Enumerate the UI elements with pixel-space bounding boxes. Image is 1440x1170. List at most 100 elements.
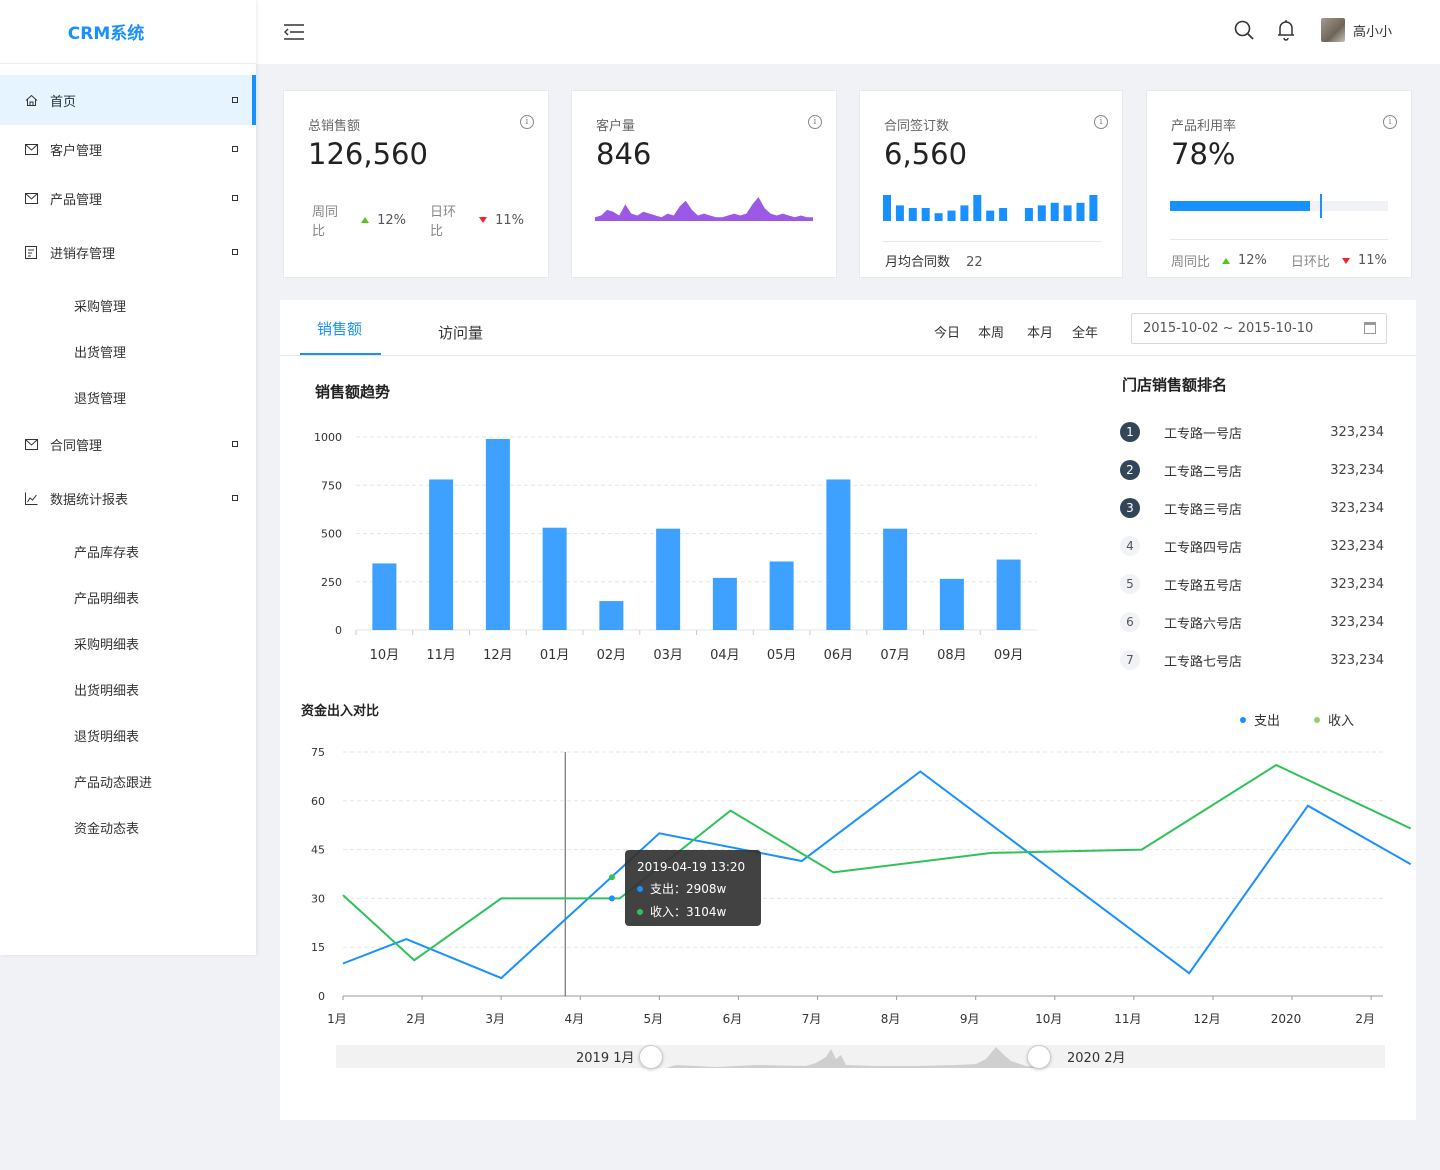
y-tick-label: 0	[335, 624, 342, 637]
sidebar-item-label: 进销存管理	[50, 246, 116, 262]
tab-visits[interactable]: 访问量	[438, 324, 484, 342]
footer-label: 月均合同数	[885, 255, 951, 270]
divider	[1170, 239, 1388, 240]
sidebar-item-label: 客户管理	[50, 143, 103, 159]
tooltip-expense-text: 支出：2908w	[650, 882, 727, 896]
sidebar-subitem-returns[interactable]: 退货管理	[74, 391, 127, 407]
info-icon[interactable]: i	[520, 115, 534, 129]
sidebar-subitem-fund-report[interactable]: 资金动态表	[74, 821, 140, 837]
info-icon[interactable]: i	[1383, 115, 1397, 129]
rank-store-name: 工专路六号店	[1164, 616, 1243, 632]
bar	[826, 479, 851, 630]
sidebar-subitem-shipment-detail[interactable]: 出货明细表	[74, 683, 140, 699]
tab-divider	[280, 355, 1416, 356]
minibar	[895, 205, 904, 221]
card-title: 产品利用率	[1171, 119, 1237, 134]
ranking-row: 2 工专路二号店 323,234	[1120, 460, 1384, 480]
legend-income[interactable]: 收入	[1314, 710, 1354, 729]
tooltip-dot	[637, 885, 643, 892]
range-year[interactable]: 全年	[1072, 326, 1099, 341]
rank-badge: 1	[1120, 422, 1140, 442]
x-tick-label: 12月	[483, 648, 513, 663]
monthly-contracts: 月均合同数 22	[885, 251, 983, 270]
sidebar-subitem-purchase[interactable]: 采购管理	[74, 299, 127, 315]
sidebar-subitem-shipment[interactable]: 出货管理	[74, 345, 127, 361]
sidebar: CRM系统 首页 客户管理 产品管理 进销存管理 采购管理 出货管理 退货管理	[0, 0, 256, 955]
card-title: 客户量	[596, 119, 636, 134]
slider-start-handle[interactable]	[638, 1045, 663, 1069]
tooltip-dot	[637, 908, 643, 915]
minibar	[921, 208, 930, 221]
ranking-row: 7 工专路七号店 323,234	[1120, 650, 1384, 670]
y-tick-label: 750	[321, 479, 342, 492]
wow-value: 12%	[377, 212, 406, 228]
tab-sales[interactable]: 销售额	[317, 320, 363, 338]
progress-target	[1320, 194, 1323, 218]
sidebar-item-home[interactable]: 首页	[0, 75, 256, 125]
sidebar-item-contracts[interactable]: 合同管理	[0, 419, 256, 469]
sidebar-item-customers[interactable]: 客户管理	[0, 124, 256, 174]
sidebar-subitem-product-tracking[interactable]: 产品动态跟进	[74, 775, 153, 791]
info-icon[interactable]: i	[808, 115, 822, 129]
dod-value: 11%	[495, 212, 524, 228]
y-tick-label: 45	[311, 844, 325, 857]
ranking-row: 4 工专路四号店 323,234	[1120, 536, 1384, 556]
rank-badge: 2	[1120, 460, 1140, 480]
bar	[939, 578, 964, 630]
y-tick-label: 75	[311, 746, 325, 759]
arrow-up-icon	[361, 217, 370, 223]
date-range-picker[interactable]: 2015-10-02 ~ 2015-10-10	[1131, 313, 1387, 344]
avatar	[1320, 18, 1345, 42]
x-tick-label: 01月	[540, 648, 570, 663]
user-menu[interactable]: 高小小	[1320, 18, 1392, 42]
sidebar-subitem-stock-report[interactable]: 产品库存表	[74, 545, 140, 561]
rank-badge: 3	[1120, 498, 1140, 518]
tooltip-date: 2019-04-19 13:20	[637, 860, 746, 874]
range-month[interactable]: 本月	[1027, 326, 1054, 341]
legend-expense[interactable]: 支出	[1240, 710, 1280, 729]
sidebar-item-products[interactable]: 产品管理	[0, 173, 256, 223]
sidebar-item-inventory[interactable]: 进销存管理	[0, 227, 256, 277]
ranking-row: 6 工专路六号店 323,234	[1120, 612, 1384, 632]
contracts-card: 合同签订数 i 6,560 月均合同数 22	[859, 90, 1123, 278]
range-today[interactable]: 今日	[934, 326, 961, 341]
rank-store-name: 工专路五号店	[1164, 578, 1243, 594]
bar	[599, 601, 624, 630]
hover-dot	[608, 895, 615, 902]
slider-end-handle[interactable]	[1026, 1045, 1051, 1069]
sidebar-subitem-returns-detail[interactable]: 退货明细表	[74, 729, 140, 745]
rank-badge: 7	[1120, 650, 1140, 670]
card-title: 总销售额	[308, 119, 361, 134]
minibar	[986, 210, 995, 221]
y-tick-label: 1000	[314, 431, 342, 444]
slider-end-label: 2020 2月	[1067, 1051, 1126, 1066]
arrow-down-icon	[479, 217, 488, 223]
wow-label: 周同比	[1171, 255, 1211, 270]
sales-trend-title: 销售额趋势	[315, 383, 391, 401]
calendar-icon	[1364, 322, 1376, 334]
zoom-slider-track[interactable]	[336, 1045, 1385, 1068]
bar	[372, 563, 397, 630]
sales-bar-chart: 0 250 500 750 1000 10月 11月 12月 01月 02月 03月 04月 05月 06…	[314, 431, 1037, 663]
minibar	[1089, 195, 1098, 221]
range-week[interactable]: 本周	[978, 326, 1005, 341]
bell-icon[interactable]	[1275, 18, 1297, 42]
search-icon[interactable]	[1233, 18, 1255, 42]
x-tick-label: 1月	[327, 1012, 347, 1026]
dod-value: 11%	[1357, 253, 1387, 268]
mail-icon	[24, 142, 38, 156]
menu-fold-icon[interactable]	[284, 24, 304, 40]
y-tick-label: 15	[311, 941, 325, 954]
sidebar-item-reports[interactable]: 数据统计报表	[0, 473, 256, 523]
info-icon[interactable]: i	[1094, 115, 1108, 129]
bar	[769, 561, 794, 630]
arrow-down-icon	[1341, 257, 1350, 264]
rank-store-name: 工专路三号店	[1164, 502, 1243, 518]
app-logo[interactable]: CRM系统	[0, 0, 256, 64]
menu-arrow-icon	[232, 195, 238, 201]
sidebar-subitem-product-detail[interactable]: 产品明细表	[74, 591, 140, 607]
wow-label: 周同比	[312, 205, 339, 239]
sidebar-item-label: 首页	[50, 94, 77, 110]
ranking-row: 3 工专路三号店 323,234	[1120, 498, 1384, 518]
sidebar-subitem-purchase-detail[interactable]: 采购明细表	[74, 637, 140, 653]
